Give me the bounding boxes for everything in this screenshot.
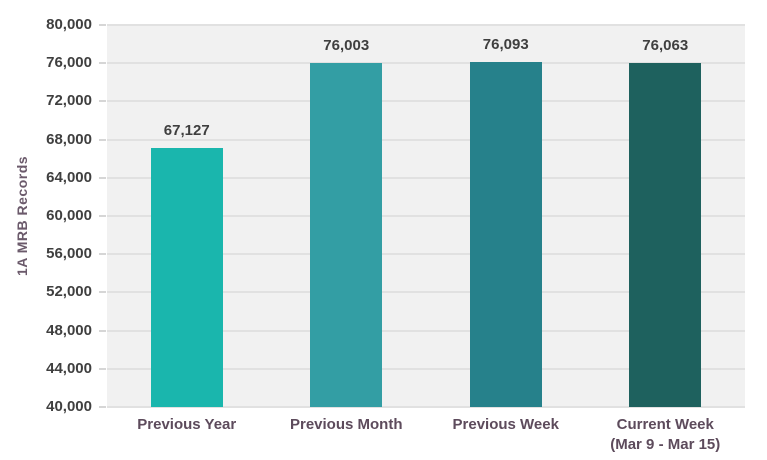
y-tick-mark [99, 215, 106, 217]
y-tick-label: 68,000 [46, 130, 92, 148]
bar[interactable] [469, 62, 542, 407]
y-tick-label: 64,000 [46, 168, 92, 186]
y-tick-label: 72,000 [46, 92, 92, 110]
x-category-label: Previous Week [452, 416, 559, 433]
y-tick-label: 80,000 [46, 16, 92, 33]
bar[interactable] [310, 63, 383, 407]
gridline [107, 291, 745, 294]
bar-value-label: 76,063 [642, 36, 689, 54]
y-tick-mark [99, 406, 106, 408]
gridline [107, 24, 745, 26]
y-tick-mark [99, 253, 106, 256]
x-category-label: Previous Month [289, 416, 403, 433]
bar[interactable] [150, 147, 223, 407]
bar-value-label: 76,003 [323, 37, 370, 55]
gridline [107, 100, 745, 103]
y-tick-label: 52,000 [46, 283, 92, 301]
y-tick-mark [99, 367, 106, 370]
y-tick-label: 44,000 [46, 359, 92, 377]
y-tick-mark [99, 24, 106, 26]
bar[interactable] [629, 62, 702, 407]
y-tick-mark [99, 100, 106, 103]
y-tick-label: 60,000 [46, 207, 92, 224]
gridline [107, 62, 745, 65]
gridline [107, 406, 745, 408]
bar-value-label: 76,093 [482, 36, 529, 54]
gridline [107, 215, 745, 217]
y-tick-label: 56,000 [46, 245, 92, 263]
x-category-label: Previous Year [137, 416, 237, 433]
gridline [107, 176, 745, 179]
y-tick-mark [99, 329, 106, 332]
gridline [107, 367, 745, 370]
gridline [107, 253, 745, 256]
y-tick-mark [99, 138, 106, 141]
y-tick-mark [99, 291, 106, 294]
y-tick-label: 40,000 [46, 398, 92, 415]
y-tick-label: 76,000 [46, 54, 92, 72]
bar-value-label: 67,127 [163, 121, 210, 139]
x-category-label: Current Week (Mar 9 - Mar 15) [610, 416, 721, 453]
y-tick-mark [99, 62, 106, 65]
gridline [107, 329, 745, 332]
gridline [107, 138, 745, 141]
y-tick-label: 48,000 [46, 321, 92, 339]
y-tick-mark [99, 176, 106, 179]
